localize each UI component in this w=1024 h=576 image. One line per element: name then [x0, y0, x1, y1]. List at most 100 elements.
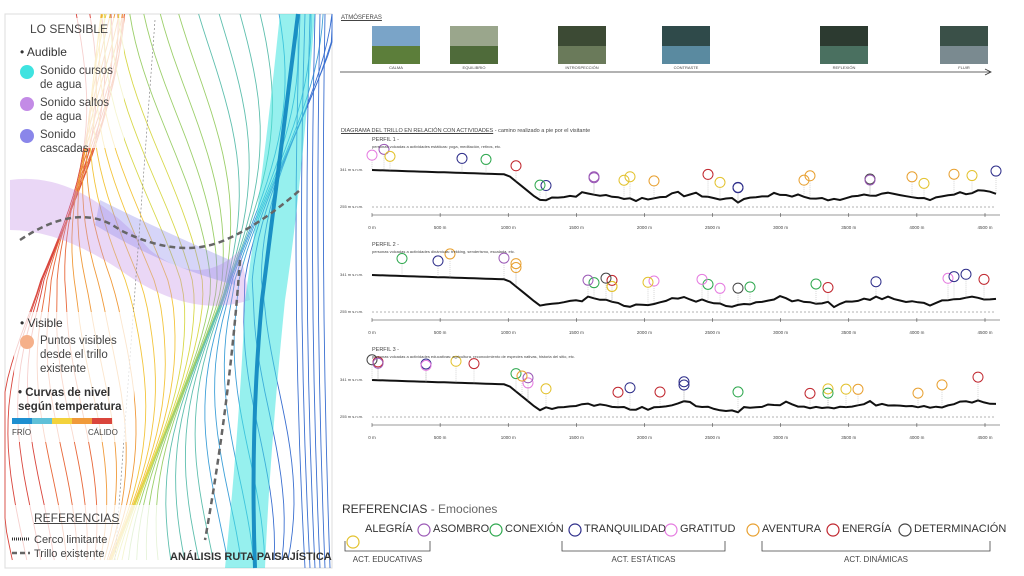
emotion-marker — [606, 280, 618, 292]
emotion-marker — [444, 248, 456, 260]
atmospheres-title: ATMÓSFERAS — [341, 15, 382, 21]
atmosphere-photo-ground — [820, 46, 868, 64]
reference-trail: Trillo existente — [34, 548, 105, 560]
emotion-marker — [510, 258, 522, 270]
emotion-marker — [936, 379, 948, 391]
x-tick-label: 2500 m — [705, 330, 721, 335]
emotion-marker — [702, 168, 714, 180]
visible-swatch — [20, 335, 34, 349]
emotion-marker — [912, 387, 924, 399]
emotion-marker — [366, 149, 378, 161]
legend-circle — [746, 523, 760, 537]
map-legend-backdrop — [14, 18, 124, 148]
contour-line — [175, 13, 250, 561]
emotion-marker — [540, 383, 552, 395]
atmosphere-photo-ground — [450, 46, 498, 64]
emotion-marker — [678, 376, 690, 388]
x-tick-label: 2500 m — [705, 435, 721, 440]
x-tick-label: 3000 m — [773, 225, 789, 230]
x-tick-label: 4000 m — [909, 435, 925, 440]
x-tick-label: 1500 m — [568, 435, 584, 440]
emotion-marker — [714, 176, 726, 188]
atmosphere-photo-ground — [940, 46, 988, 64]
emotion-marker — [702, 278, 714, 290]
emotion-marker — [978, 273, 990, 285]
x-tick-label: 0 m — [368, 225, 376, 230]
visible-label: Puntos visibles desde el trillo existent… — [40, 335, 117, 375]
reference-fence: Cerco limitante — [34, 534, 108, 546]
x-tick-label: 500 m — [433, 330, 447, 335]
x-tick-label: 0 m — [368, 435, 376, 440]
x-tick-label: 3500 m — [841, 225, 857, 230]
map-footer: ANÁLISIS RUTA PAISAJÍSTICA — [170, 551, 332, 563]
elevation-top: 341 m s.n.m. — [340, 272, 364, 277]
elevation-top: 341 m s.n.m. — [340, 167, 364, 172]
x-tick-label: 1000 m — [500, 435, 516, 440]
emotion-marker — [960, 268, 972, 280]
emotion-marker — [804, 387, 816, 399]
group-label: ACT. ESTÁTICAS — [611, 555, 676, 564]
contour-line — [165, 13, 240, 561]
sound-zone — [10, 178, 250, 306]
legend-heading: REFERENCIAS — [342, 502, 428, 516]
emotion-marker — [840, 383, 852, 395]
references-title: REFERENCIAS — [34, 511, 120, 525]
map-title: LO SENSIBLE — [30, 22, 109, 36]
legend-circle — [568, 523, 582, 537]
elevation-top: 341 m s.n.m. — [340, 377, 364, 382]
atmosphere-label: CONTRASTE — [673, 65, 699, 70]
emotion-marker — [918, 177, 930, 189]
legend-circle — [417, 523, 431, 537]
contour-line — [117, 13, 204, 561]
group-bracket — [761, 541, 991, 552]
elevation-bottom: 255 m s.n.m. — [340, 204, 364, 209]
atmosphere-photo-ground — [372, 46, 420, 64]
cascade-zone — [95, 200, 235, 285]
legend-circle — [664, 523, 678, 537]
profile-name: PERFIL 3 - — [372, 347, 399, 353]
emotion-marker — [972, 371, 984, 383]
group-bracket — [561, 541, 726, 552]
diagram-heading: DIAGRAMA DEL TRILLO EN RELACIÓN CON ACTI… — [341, 128, 494, 134]
profile-description: personas volcadas a actividades estática… — [372, 144, 502, 149]
emotion-marker — [420, 359, 432, 371]
warm-label: CÁLIDO — [88, 428, 118, 437]
profile-line — [371, 274, 997, 309]
stream — [251, 13, 300, 569]
legend-title: REFERENCIAS - Emociones — [342, 502, 497, 516]
emotion-marker — [744, 281, 756, 293]
audible-swatch — [20, 129, 34, 143]
elevation-bottom: 255 m s.n.m. — [340, 309, 364, 314]
emotion-marker — [612, 386, 624, 398]
trail — [19, 189, 301, 541]
emotion-marker — [456, 152, 468, 164]
x-tick-label: 3500 m — [841, 330, 857, 335]
emotion-marker — [804, 170, 816, 182]
emotion-marker — [510, 160, 522, 172]
legend-label: ALEGRÍA — [365, 523, 413, 535]
x-tick-label: 1000 m — [500, 225, 516, 230]
x-tick-label: 1500 m — [568, 225, 584, 230]
map-legend-backdrop — [14, 505, 164, 565]
legend-label: DETERMINACIÓN — [914, 523, 1007, 535]
audible-label: Sonido cursos de agua — [40, 65, 113, 91]
arrow-head — [984, 68, 992, 76]
emotion-marker — [948, 168, 960, 180]
x-tick-label: 2000 m — [636, 435, 652, 440]
emotion-marker — [696, 273, 708, 285]
profile-description: personas volcadas a actividades educativ… — [372, 354, 575, 359]
group-label: ACT. DINÁMICAS — [843, 555, 909, 564]
legend-circle — [346, 535, 360, 549]
group-bracket — [344, 541, 431, 552]
audible-label: Sonido cascadas — [40, 129, 89, 155]
x-tick-label: 1000 m — [500, 330, 516, 335]
emotion-marker — [732, 386, 744, 398]
visible-heading: • Visible — [20, 316, 63, 330]
contour-line — [155, 13, 232, 561]
emotion-marker — [678, 379, 690, 391]
profile-name: PERFIL 1 - — [372, 137, 399, 143]
emotion-marker — [648, 175, 660, 187]
emotion-marker — [378, 143, 390, 155]
legend-subtitle: - Emociones — [430, 502, 498, 516]
